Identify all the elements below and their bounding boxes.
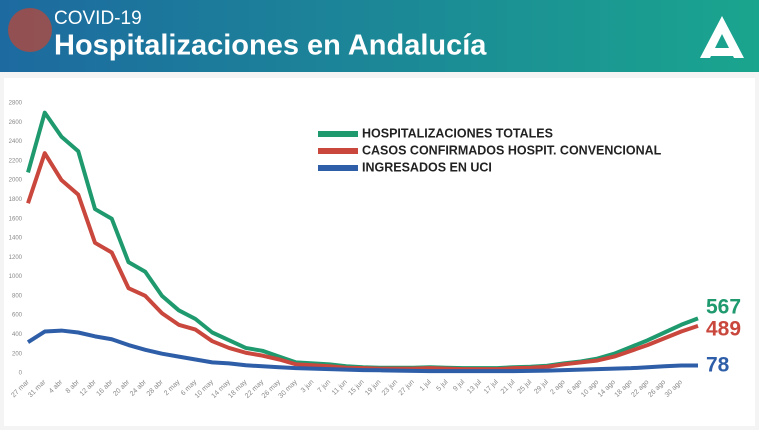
end-value-label: 489 (706, 318, 741, 341)
y-tick-label: 400 (12, 332, 23, 338)
end-value-label: 567 (706, 296, 741, 319)
y-tick-label: 2800 (9, 101, 23, 107)
y-tick-label: 1400 (9, 236, 23, 242)
series-line (26, 328, 698, 374)
legend-label: CASOS CONFIRMADOS HOSPIT. CONVENCIONAL (362, 143, 662, 157)
virus-icon (8, 8, 52, 52)
y-tick-label: 1000 (9, 274, 23, 280)
y-tick-label: 2200 (9, 158, 23, 164)
legend-label: HOSPITALIZACIONES TOTALES (362, 126, 553, 140)
y-tick-label: 0 (19, 371, 23, 377)
y-tick-label: 600 (12, 313, 23, 319)
chart-title: Hospitalizaciones en Andalucía (54, 30, 487, 62)
y-tick-label: 1600 (9, 216, 23, 222)
y-tick-label: 1200 (9, 255, 23, 261)
y-tick-label: 1800 (9, 197, 23, 203)
header (0, 0, 759, 72)
logo (700, 16, 744, 58)
y-tick-label: 2600 (9, 120, 23, 126)
y-tick-label: 200 (12, 351, 23, 357)
end-value-label: 78 (706, 354, 730, 377)
y-tick-label: 800 (12, 293, 23, 299)
y-tick-label: 2400 (9, 139, 23, 145)
legend-label: INGRESADOS EN UCI (362, 160, 492, 174)
supertitle: COVID-19 (54, 8, 142, 29)
y-tick-label: 2000 (9, 178, 23, 184)
